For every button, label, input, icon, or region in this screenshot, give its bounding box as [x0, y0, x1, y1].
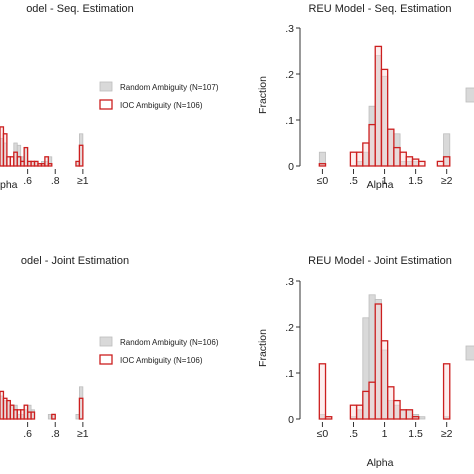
y-tick-label: .1 [285, 368, 294, 380]
ioc-bar [393, 146, 401, 167]
ioc-bar [2, 133, 8, 167]
x-tick-label: ≥2 [441, 175, 453, 187]
ioc-bar [349, 151, 358, 167]
ioc-bar [436, 160, 445, 167]
x-tick-label: ≥1 [77, 428, 89, 440]
histogram-panel-4: REU Model - Joint Estimation ≤0 .5 1 1.5 ≥2 0.… [257, 255, 474, 469]
y-tick-label: 0 [288, 161, 294, 173]
x-tick-label: ≥1 [77, 175, 89, 187]
x-axis-label: pha [0, 179, 18, 191]
histogram-panel-1: odel - Seq. Estimation .6 .8 ≥1 pha Random Am… [0, 3, 219, 191]
y-axis-label: Fraction [257, 329, 269, 367]
ioc-bar [355, 151, 364, 167]
ioc-bar [349, 404, 358, 420]
ioc-bar [399, 409, 407, 420]
x-tick-label: 1.5 [408, 175, 423, 187]
panel-title: REU Model - Joint Estimation [308, 255, 452, 267]
ioc-bar [380, 68, 389, 167]
ioc-bar [399, 151, 407, 167]
legend: Random Ambiguity (N=107) IOC Ambiguity (N… [99, 81, 219, 110]
ioc-bar [393, 399, 401, 420]
ioc-bar [368, 123, 376, 167]
ioc-bar [23, 146, 29, 167]
panel-title: odel - Seq. Estimation [26, 3, 134, 15]
ioc-bar [387, 386, 395, 420]
ioc-bar [324, 416, 333, 420]
y-tick-label: .2 [285, 69, 294, 81]
x-tick-label: ≤0 [317, 428, 329, 440]
x-tick-label: .8 [51, 175, 60, 187]
ioc-bar [442, 156, 451, 167]
ioc-bar [30, 411, 36, 420]
legend-entry-label: IOC Ambiguity (N=106) [120, 356, 203, 365]
ioc-bar [362, 142, 370, 167]
y-tick-label: .2 [285, 322, 294, 334]
ioc-bar [418, 160, 426, 167]
ioc-bar [411, 416, 420, 420]
x-tick-label: ≤0 [317, 175, 329, 187]
x-axis-label: Alpha [367, 179, 394, 191]
ioc-bar [405, 409, 414, 420]
ioc-bar [318, 363, 327, 420]
x-tick-label: .8 [51, 428, 60, 440]
y-axis-label: Fraction [257, 76, 269, 114]
panel-title: odel - Joint Estimation [21, 255, 129, 267]
x-tick-label: 1 [382, 175, 388, 187]
ioc-bar [47, 163, 53, 167]
ioc-bar [318, 163, 327, 167]
x-tick-label: .6 [23, 175, 32, 187]
y-tick-label: .3 [285, 276, 294, 288]
random-legend-swatch [99, 336, 113, 347]
ioc-bar [380, 340, 389, 420]
y-tick-label: 0 [288, 414, 294, 426]
ioc-legend-swatch [99, 354, 113, 365]
x-tick-label: 1.5 [408, 428, 423, 440]
ioc-bar [78, 144, 84, 167]
x-tick-label: .5 [349, 428, 358, 440]
random-legend-swatch [99, 81, 113, 92]
legend-key-fragment [465, 345, 474, 361]
ioc-bar [387, 128, 395, 167]
ioc-bar [362, 390, 370, 420]
ioc-bar [368, 381, 376, 420]
legend-key-fragment [465, 87, 474, 103]
ioc-bar [374, 45, 383, 167]
x-tick-label: .6 [23, 428, 32, 440]
y-tick-label: .1 [285, 115, 294, 127]
legend-entry-label: Random Ambiguity (N=106) [120, 338, 219, 347]
x-tick-label: ≥2 [441, 428, 453, 440]
legend-entry-label: Random Ambiguity (N=107) [120, 83, 219, 92]
legend: Random Ambiguity (N=106) IOC Ambiguity (N… [99, 336, 219, 365]
ioc-bar [355, 404, 364, 420]
y-tick-label: .3 [285, 23, 294, 35]
ioc-bar [44, 156, 49, 167]
histogram-panel-3: odel - Joint Estimation .6 .8 ≥1 Random Ambi… [0, 255, 219, 440]
x-tick-label: .5 [349, 175, 358, 187]
random-bar [418, 416, 426, 420]
histogram-panel-2: REU Model - Seq. Estimation ≤0 .5 1 1.5 ≥2 0 .1… [257, 3, 474, 191]
ioc-bar [51, 413, 56, 420]
ioc-bar [411, 158, 420, 167]
ioc-bar [78, 397, 84, 420]
ioc-bar [374, 303, 383, 420]
ioc-legend-swatch [99, 99, 113, 110]
x-axis-label: Alpha [367, 457, 394, 469]
panel-title: REU Model - Seq. Estimation [308, 3, 451, 15]
legend-entry-label: IOC Ambiguity (N=106) [120, 101, 203, 110]
ioc-bar [442, 363, 451, 420]
ioc-bar [405, 156, 414, 167]
x-tick-label: 1 [382, 428, 388, 440]
